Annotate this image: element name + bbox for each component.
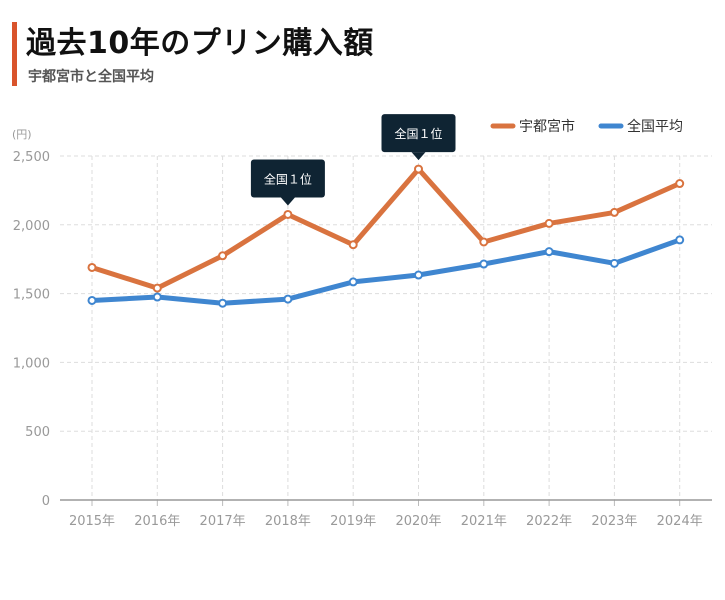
x-tick-label: 2024年 <box>657 514 703 529</box>
y-axis-unit: (円) <box>12 128 32 141</box>
data-point <box>675 235 685 245</box>
legend-label: 全国平均 <box>627 118 683 135</box>
data-point <box>609 207 619 217</box>
page-title: 過去10年のプリン購入額 <box>26 26 374 61</box>
x-tick-label: 2019年 <box>330 514 376 529</box>
data-point <box>414 270 423 280</box>
data-point <box>609 258 619 268</box>
legend-label: 宇都宮市 <box>519 118 575 135</box>
title-accent-bar <box>12 22 17 86</box>
data-point <box>544 247 554 257</box>
x-tick-label: 2017年 <box>200 514 246 529</box>
data-point <box>152 292 162 302</box>
data-point <box>479 259 489 269</box>
annotation-pointer <box>411 152 426 161</box>
annotation-text: 全国１位 <box>394 126 442 141</box>
series-points <box>87 164 685 308</box>
series-lines <box>89 166 683 306</box>
data-point <box>87 295 97 305</box>
annotation-text: 全国１位 <box>264 171 312 186</box>
data-point <box>218 251 228 261</box>
page-subtitle: 宇都宮市と全国平均 <box>28 69 154 85</box>
data-point <box>218 298 228 308</box>
y-tick-label: 2,000 <box>13 219 50 234</box>
data-point <box>544 218 554 228</box>
annotation-box <box>381 114 456 153</box>
x-tick-label: 2022年 <box>526 514 572 529</box>
y-tick-label: 1,500 <box>13 288 50 303</box>
annotation-badge: 全国１位 <box>250 159 325 206</box>
series-line-0 <box>89 166 683 291</box>
y-tick-label: 0 <box>42 494 50 509</box>
data-point <box>675 179 685 189</box>
data-point <box>283 209 293 219</box>
data-point <box>479 237 489 247</box>
data-point <box>348 240 358 250</box>
data-point <box>414 164 423 174</box>
data-point <box>87 262 97 272</box>
annotation-pointer <box>280 197 295 206</box>
annotation-box <box>250 159 325 198</box>
x-tick-label: 2015年 <box>69 514 115 529</box>
annotation-badge: 全国１位 <box>381 114 456 161</box>
axes: 0 500 1,000 1,500 2,000 2,500 2015年 2016年 2017年 2… <box>12 128 712 529</box>
x-tick-label: 2020年 <box>395 514 441 529</box>
series-line-1 <box>89 237 683 306</box>
y-tick-label: 1,000 <box>13 356 50 371</box>
y-tick-label: 2,500 <box>13 150 50 165</box>
data-point <box>283 294 293 304</box>
x-tick-label: 2023年 <box>591 514 637 529</box>
x-tick-label: 2021年 <box>461 514 507 529</box>
legend: 宇都宮市 全国平均 <box>490 118 683 135</box>
x-tick-label: 2018年 <box>265 514 311 529</box>
x-tick-label: 2016年 <box>134 514 180 529</box>
y-tick-label: 500 <box>25 425 50 440</box>
data-point <box>152 283 162 293</box>
data-point <box>348 277 358 287</box>
